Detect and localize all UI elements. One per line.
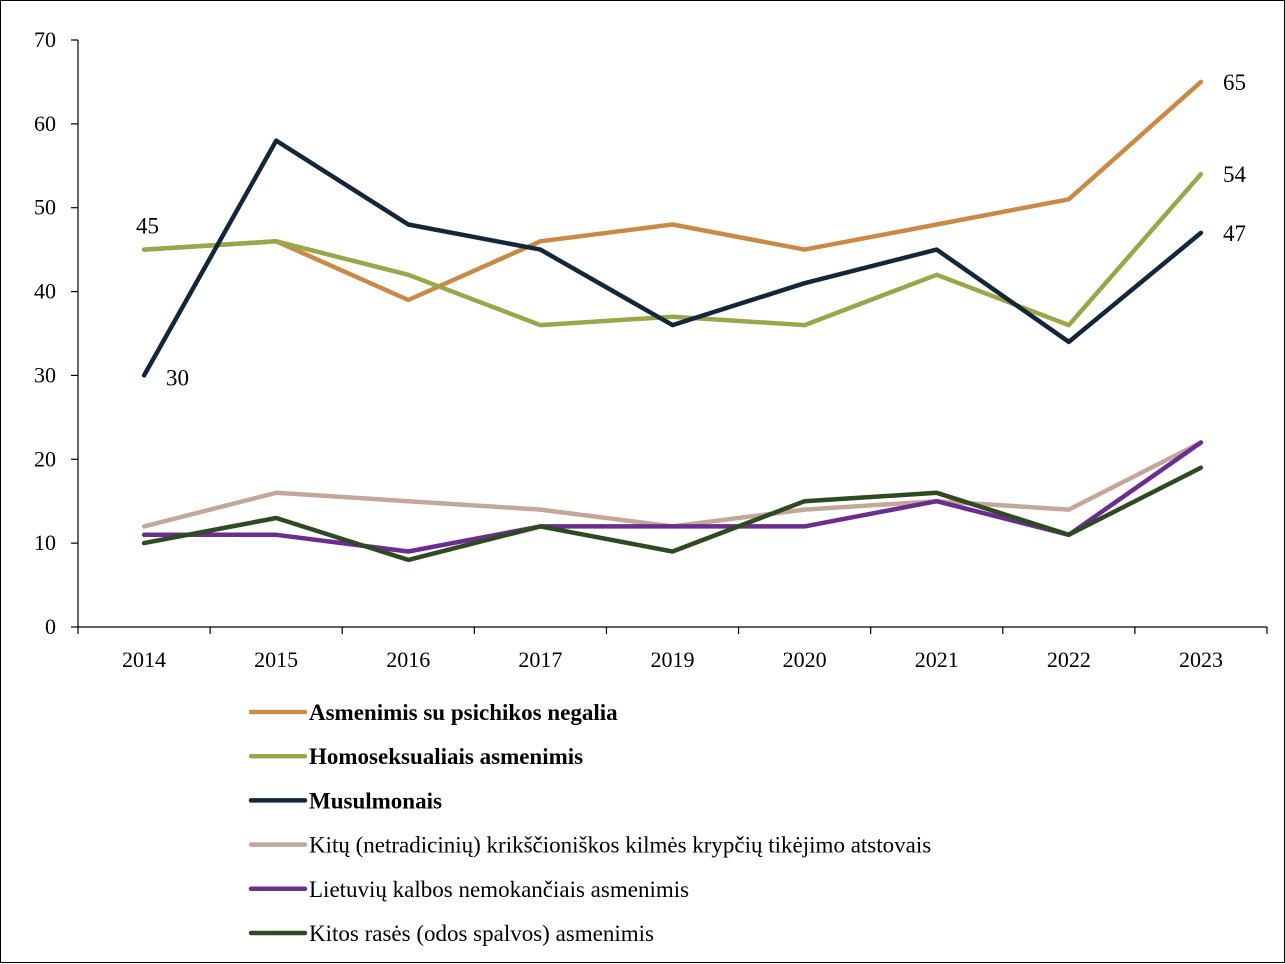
data-labels: 65 45 54 30 47 [136,70,1247,390]
y-tick-label: 20 [34,446,56,471]
legend-label: Musulmonais [309,788,442,813]
x-tick-label: 2017 [518,647,562,672]
series-line-6 [141,465,1204,563]
legend: Asmenimis su psichikos negalia Homoseksua… [248,700,931,946]
data-label: 45 [136,214,159,239]
y-tick-label: 30 [34,362,56,387]
data-label: 65 [1223,70,1246,95]
data-label: 54 [1223,162,1247,187]
legend-label: Lietuvių kalbos nemokančiais asmenimis [309,877,689,902]
data-label: 30 [166,365,189,390]
legend-label: Kitos rasės (odos spalvos) asmenimis [309,921,654,946]
x-tick-label: 2019 [651,647,695,672]
legend-label: Homoseksualiais asmenimis [309,744,583,769]
x-tick-label: 2021 [915,647,959,672]
x-tick-label: 2014 [122,647,166,672]
series-line-3 [141,138,1204,378]
x-tick-label: 2015 [254,647,298,672]
y-tick-label: 50 [34,195,56,220]
x-tick-label: 2023 [1179,647,1223,672]
data-label: 47 [1223,221,1246,246]
legend-label: Asmenimis su psichikos negalia [309,700,618,725]
x-tick-label: 2016 [386,647,430,672]
series-line-5 [141,440,1204,554]
y-tick-label: 0 [45,614,56,639]
axes: 0 10 20 30 40 50 60 70 2014 2015 2016 2017 2019 2020 2… [34,27,1268,672]
series-line-4 [141,440,1204,529]
y-tick-label: 40 [34,279,56,304]
series-lines [141,79,1204,563]
legend-label: Kitų (netradicinių) krikščioniškos kilmė… [309,833,931,858]
y-tick-label: 10 [34,530,56,555]
x-tick-label: 2022 [1047,647,1091,672]
y-tick-label: 70 [34,27,56,52]
x-tick-label: 2020 [783,647,827,672]
series-line-1 [141,79,1204,303]
series-line-2 [141,171,1204,328]
y-tick-label: 60 [34,111,56,136]
